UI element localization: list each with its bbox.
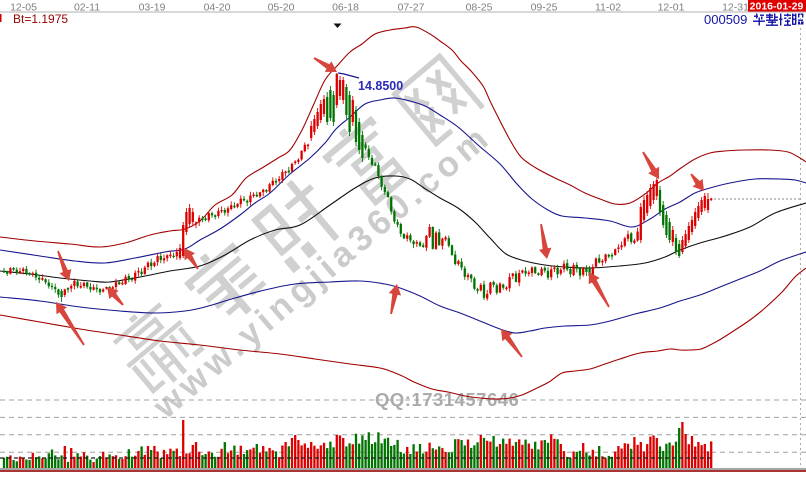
svg-text:000509: 000509 (704, 12, 747, 27)
svg-text:Bt=1.1975: Bt=1.1975 (13, 12, 68, 26)
svg-text:12-05: 12-05 (10, 2, 37, 14)
svg-text:05-20: 05-20 (268, 2, 295, 14)
svg-text:14.8500: 14.8500 (358, 79, 403, 93)
svg-text:06-18: 06-18 (332, 2, 359, 14)
svg-text:09-25: 09-25 (531, 2, 558, 14)
svg-text:02-11: 02-11 (74, 2, 100, 14)
svg-text:11-02: 11-02 (595, 2, 621, 14)
svg-text:07-27: 07-27 (398, 2, 425, 14)
svg-text:08-25: 08-25 (466, 2, 493, 14)
svg-text:04-20: 04-20 (204, 2, 231, 14)
svg-text:2016-01-29: 2016-01-29 (750, 1, 804, 13)
svg-text:QQ:1731457646: QQ:1731457646 (375, 389, 519, 410)
svg-text:12-31: 12-31 (722, 2, 749, 14)
svg-text:03-19: 03-19 (139, 2, 166, 14)
svg-text:12-01: 12-01 (658, 2, 685, 14)
